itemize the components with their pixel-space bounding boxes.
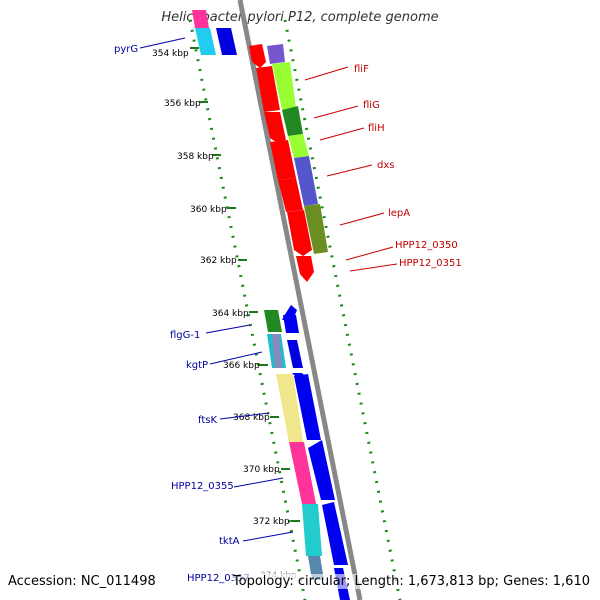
gene-label-ftsK[interactable]: ftsK [198, 415, 217, 426]
cds-forward [216, 28, 237, 55]
gene-label-fliG[interactable]: fliG [363, 100, 380, 111]
cds-reverse [249, 44, 266, 68]
tick-marks [190, 47, 300, 522]
cds-reverse [270, 140, 296, 180]
cds-forward [294, 374, 321, 440]
tick-label: 372 kbp [253, 517, 290, 527]
gene-label-hpp12-0350[interactable]: HPP12_0350 [395, 240, 458, 251]
tick-label: 362 kbp [200, 256, 237, 266]
gene-label-hpp12-0357[interactable]: HPP12_0357 [187, 573, 250, 584]
genome-stats-label: Topology: circular; Length: 1,673,813 bp… [232, 574, 590, 589]
gene-label-tktA[interactable]: tktA [219, 536, 240, 547]
cds-forward [287, 340, 303, 368]
tick-label: 370 kbp [243, 465, 280, 475]
tick-label: 358 kbp [177, 152, 214, 162]
cds-reverse [256, 66, 280, 112]
cds-reverse [296, 256, 314, 282]
forward-gene-labels: pyrG flgG-1 kgtP ftsK HPP12_0355 tktA HP… [114, 37, 294, 584]
cds-forward [322, 502, 348, 565]
tick-label: 356 kbp [164, 99, 201, 109]
gene-label-flgG-1[interactable]: flgG-1 [170, 330, 200, 341]
gene-label-dxs[interactable]: dxs [377, 160, 394, 171]
tick-label: 366 kbp [223, 361, 260, 371]
cds-reverse [264, 112, 286, 142]
gene-label-hpp12-0351[interactable]: HPP12_0351 [399, 258, 462, 269]
cds-reverse [287, 210, 312, 256]
tick-label: 354 kbp [152, 49, 189, 59]
gene-label-kgtP[interactable]: kgtP [186, 360, 208, 371]
gene-label-pyrG[interactable]: pyrG [114, 44, 138, 55]
cds-forward [283, 315, 299, 333]
gene-label-hpp12-0355[interactable]: HPP12_0355 [171, 481, 234, 492]
tick-label: 364 kbp [212, 309, 249, 319]
map-title: Helicobacter pylori P12, complete genome [161, 10, 439, 25]
gene-label-fliH[interactable]: fliH [368, 123, 385, 134]
accession-label: Accession: NC_011498 [8, 574, 156, 589]
tick-label: 360 kbp [190, 205, 227, 215]
reverse-gene-labels: fliF fliG fliH dxs lepA HPP12_0350 HPP12… [304, 64, 462, 272]
cds-forward [308, 440, 335, 500]
gene-label-fliF[interactable]: fliF [354, 64, 369, 75]
genome-backbone [237, 0, 363, 600]
cds-reverse [278, 178, 303, 212]
gene-label-lepA[interactable]: lepA [388, 208, 410, 219]
reverse-cds-track [249, 44, 314, 282]
tick-label: 368 kbp [233, 413, 270, 423]
